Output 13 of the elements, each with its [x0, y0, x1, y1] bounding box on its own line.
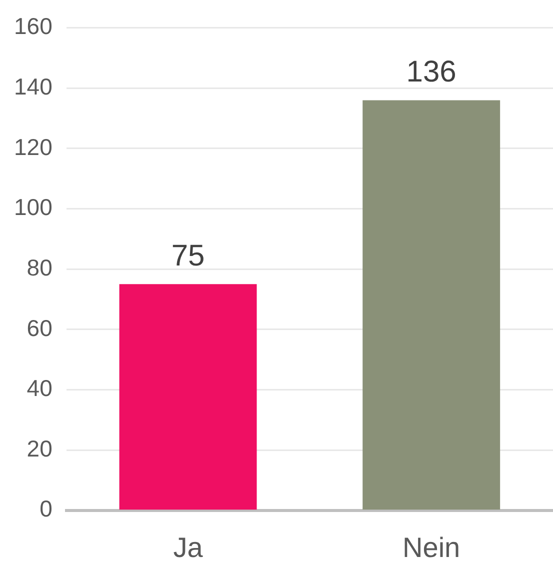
y-tick-label: 20 — [26, 435, 52, 462]
y-tick-label: 80 — [26, 254, 52, 280]
data-label: 75 — [171, 239, 205, 272]
x-tick-label: Ja — [173, 532, 204, 563]
y-tick-label: 0 — [40, 496, 52, 522]
y-tick-label: 120 — [14, 134, 52, 160]
y-tick-label: 140 — [14, 73, 52, 100]
x-tick-label: Nein — [402, 532, 460, 563]
y-tick-label: 60 — [26, 314, 52, 341]
y-tick-label: 160 — [14, 13, 52, 40]
y-tick-label: 40 — [26, 375, 52, 402]
data-label: 136 — [406, 55, 456, 88]
y-tick-label: 100 — [14, 194, 52, 220]
